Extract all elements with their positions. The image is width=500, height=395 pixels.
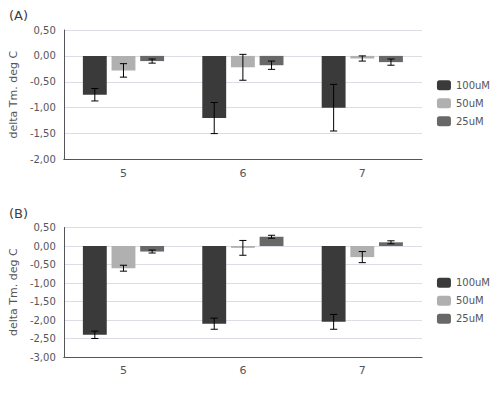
svg-text:25uM: 25uM [456,116,484,127]
svg-text:delta Tm. deg C: delta Tm. deg C [7,51,20,139]
svg-text:-0,50: -0,50 [30,259,56,270]
svg-text:-2,50: -2,50 [30,333,56,344]
svg-text:0,50: 0,50 [34,222,56,233]
svg-text:-2,00: -2,00 [30,315,56,326]
svg-text:50uM: 50uM [456,295,484,306]
svg-text:-1,00: -1,00 [30,278,56,289]
svg-text:-1,00: -1,00 [30,102,56,113]
svg-text:-1,50: -1,50 [30,128,56,139]
svg-text:25uM: 25uM [456,313,484,324]
svg-text:50uM: 50uM [456,98,484,109]
svg-text:6: 6 [239,167,246,180]
svg-text:0,00: 0,00 [34,50,56,61]
svg-text:5: 5 [120,364,127,377]
svg-text:6: 6 [239,364,246,377]
svg-text:0,00: 0,00 [34,241,56,252]
svg-text:-3,00: -3,00 [30,352,56,363]
svg-text:-0,50: -0,50 [30,76,56,87]
svg-text:-1,50: -1,50 [30,296,56,307]
svg-text:(B): (B) [9,206,28,221]
svg-text:-2,00: -2,00 [30,154,56,165]
svg-text:100uM: 100uM [456,80,490,91]
svg-text:5: 5 [120,167,127,180]
svg-text:(A): (A) [9,8,28,23]
svg-text:delta Tm. deg C: delta Tm. deg C [7,248,20,336]
svg-text:100uM: 100uM [456,277,490,288]
svg-text:7: 7 [359,167,366,180]
svg-text:7: 7 [359,364,366,377]
svg-text:0,50: 0,50 [34,25,56,36]
